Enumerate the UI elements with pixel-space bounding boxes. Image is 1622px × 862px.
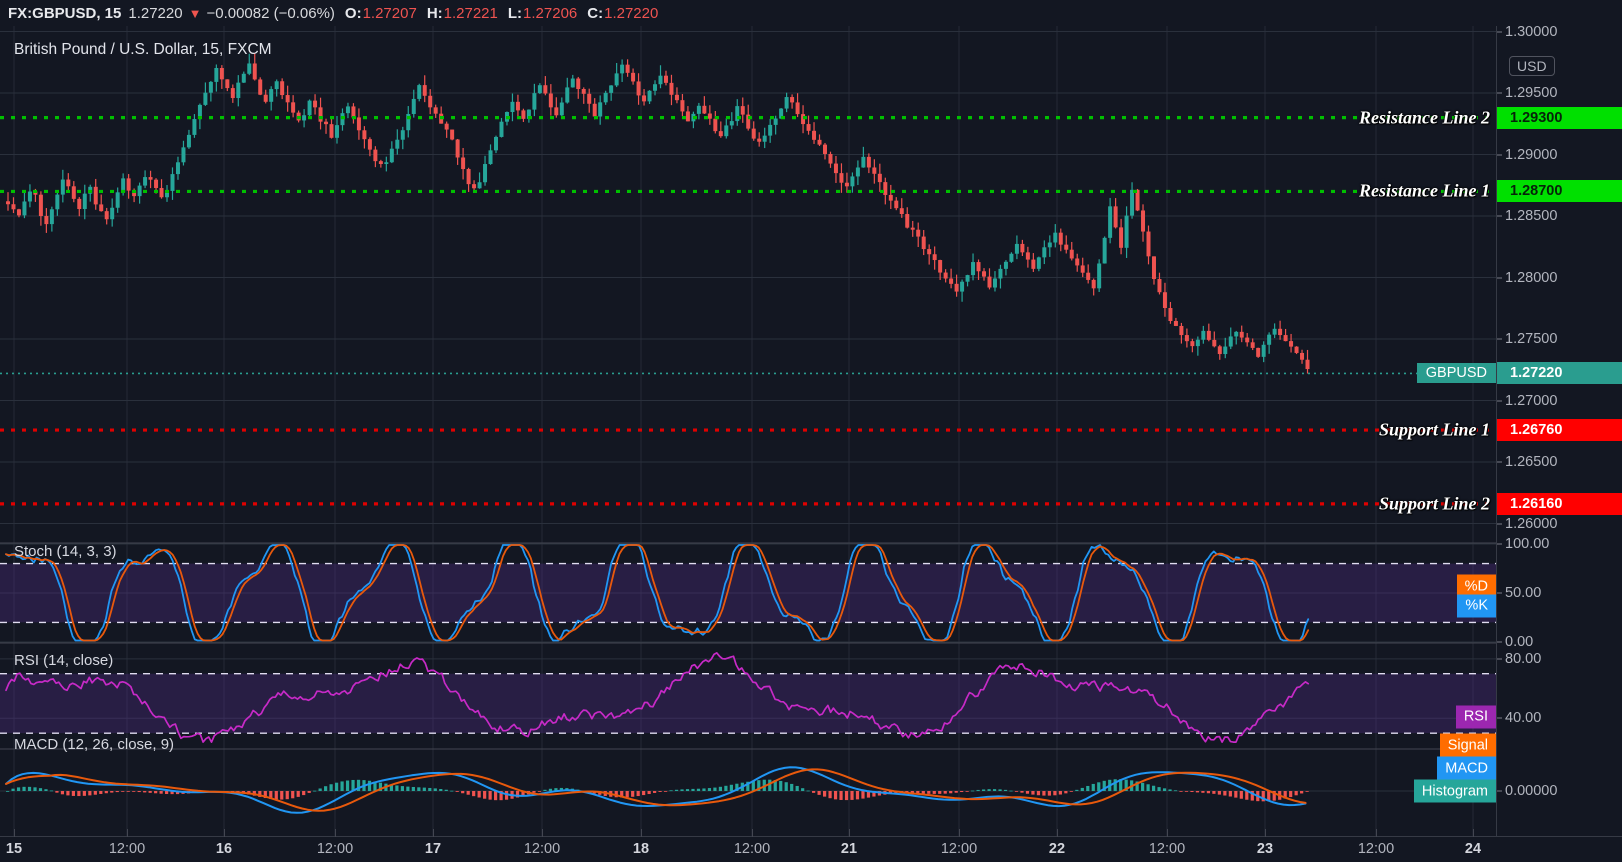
rsi-axis-label: 40.00 (1505, 710, 1542, 727)
axis-tick (1497, 641, 1502, 643)
open-key: O: (344, 4, 362, 22)
time-axis-label: 17 (424, 841, 442, 857)
triangle-down-icon: ▼ (188, 5, 202, 21)
price-axis-label: 1.28000 (1505, 269, 1558, 286)
time-axis-tick (14, 829, 15, 837)
price-axis-label: 1.27000 (1505, 392, 1558, 409)
axis-tick (1497, 523, 1502, 525)
time-axis-label: 22 (1048, 841, 1066, 857)
price-axis-pill-support-2[interactable]: 1.26160 (1497, 492, 1622, 515)
time-axis-label: 15 (5, 841, 23, 857)
macd-axis-label: 0.00000 (1505, 783, 1558, 799)
price-axis-pill-resistance-1[interactable]: 1.28700 (1497, 180, 1622, 203)
time-axis-label: 12:00 (733, 841, 771, 857)
chart-graphics (0, 26, 1496, 836)
open-value: 1.27207 (362, 4, 417, 22)
time-axis-label: 21 (840, 841, 858, 857)
time-axis-label: 12:00 (940, 841, 978, 857)
time-axis-tick (224, 829, 225, 837)
axis-tick (1497, 215, 1502, 217)
time-axis-label: 12:00 (316, 841, 354, 857)
stoch-axis-label: 100.00 (1505, 536, 1550, 552)
low-value: 1.27206 (523, 4, 578, 22)
time-axis-label: 12:00 (108, 841, 146, 857)
plot-area[interactable]: British Pound / U.S. Dollar, 15, FXCM St… (0, 26, 1496, 836)
time-axis-tick (849, 829, 850, 837)
indicator-badge-d[interactable]: %D (1456, 574, 1496, 598)
indicator-badge-macd[interactable]: MACD (1437, 756, 1496, 780)
drawing-label-resistance-line-2[interactable]: Resistance Line 2 (1359, 107, 1490, 128)
time-axis-label: 12:00 (1357, 841, 1395, 857)
high-key: H: (426, 4, 443, 22)
axis-tick (1497, 658, 1502, 660)
time-axis-tick (1473, 829, 1474, 837)
time-axis-tick (1376, 829, 1377, 837)
axis-tick (1497, 338, 1502, 340)
time-axis-label: 12:00 (1148, 841, 1186, 857)
rsi-axis-label: 80.00 (1505, 650, 1542, 667)
price-axis-pill-last-price[interactable]: 1.27220 (1497, 362, 1622, 385)
time-axis-tick (1265, 829, 1266, 837)
time-axis-tick (1167, 829, 1168, 837)
axis-tick (1497, 154, 1502, 156)
axis-tick (1497, 92, 1502, 94)
close-value: 1.27220 (604, 4, 659, 22)
price-axis-label: 1.29000 (1505, 146, 1558, 163)
time-axis-tick (1057, 829, 1058, 837)
axis-tick (1497, 717, 1502, 719)
indicator-badge-rsi[interactable]: RSI (1455, 705, 1496, 729)
price-axis[interactable]: USD 1.30000 1.29500 1.29000 1.28500 1.28000 1… (1496, 23, 1622, 836)
low-key: L: (507, 4, 523, 22)
drawing-label-support-line-2[interactable]: Support Line 2 (1378, 493, 1490, 514)
last-price-symbol-tag[interactable]: GBPUSD (1416, 363, 1496, 384)
indicator-badge-signal[interactable]: Signal (1439, 733, 1496, 757)
high-value: 1.27221 (443, 4, 498, 22)
stoch-axis-label: 50.00 (1505, 585, 1542, 601)
time-axis-tick (959, 829, 960, 837)
price-axis-label: 1.26000 (1505, 515, 1558, 532)
axis-tick (1497, 31, 1502, 33)
time-axis[interactable]: 15 12:00 16 12:00 17 12:00 18 12:00 21 12:00 22 12:… (0, 811, 1622, 862)
stoch-axis-label: 0.00 (1505, 634, 1534, 650)
axis-tick (1497, 543, 1502, 545)
time-axis-tick (127, 829, 128, 837)
price-axis-label: 1.27500 (1505, 331, 1558, 348)
last-price: 1.27220 (128, 4, 183, 22)
price-change: −0.00082 (−0.06%) (206, 4, 335, 22)
axis-tick (1497, 592, 1502, 594)
time-axis-label: 24 (1464, 841, 1482, 857)
time-axis-label: 12:00 (523, 841, 561, 857)
time-axis-tick (335, 829, 336, 837)
time-axis-label: 16 (215, 841, 233, 857)
drawing-label-resistance-line-1[interactable]: Resistance Line 1 (1359, 180, 1490, 201)
axis-tick (1497, 790, 1502, 792)
time-axis-tick (641, 829, 642, 837)
price-axis-pill-support-1[interactable]: 1.26760 (1497, 419, 1622, 442)
time-axis-tick (433, 829, 434, 837)
price-axis-label: 1.26500 (1505, 454, 1558, 471)
currency-badge[interactable]: USD (1509, 56, 1555, 76)
drawing-label-support-line-1[interactable]: Support Line 1 (1378, 419, 1490, 440)
axis-tick (1497, 461, 1502, 463)
time-axis-tick (752, 829, 753, 837)
axis-corner-divider (1496, 811, 1497, 837)
time-axis-label: 23 (1256, 841, 1274, 857)
price-axis-pill-resistance-2[interactable]: 1.29300 (1497, 106, 1622, 129)
price-axis-label: 1.30000 (1505, 23, 1558, 40)
axis-tick (1497, 400, 1502, 402)
chart-pane[interactable]: British Pound / U.S. Dollar, 15, FXCM St… (0, 23, 1622, 862)
symbol-label[interactable]: FX:GBPUSD, 15 (8, 4, 122, 22)
price-axis-label: 1.28500 (1505, 208, 1558, 225)
indicator-badge-histogram[interactable]: Histogram (1413, 779, 1496, 803)
axis-tick (1497, 277, 1502, 279)
quote-bar: FX:GBPUSD, 15 1.27220 ▼ −0.00082 (−0.06%… (0, 0, 1622, 26)
price-axis-label: 1.29500 (1505, 85, 1558, 102)
time-axis-tick (542, 829, 543, 837)
close-key: C: (587, 4, 604, 22)
indicator-badge-k[interactable]: %K (1457, 594, 1496, 618)
time-axis-label: 18 (632, 841, 650, 857)
